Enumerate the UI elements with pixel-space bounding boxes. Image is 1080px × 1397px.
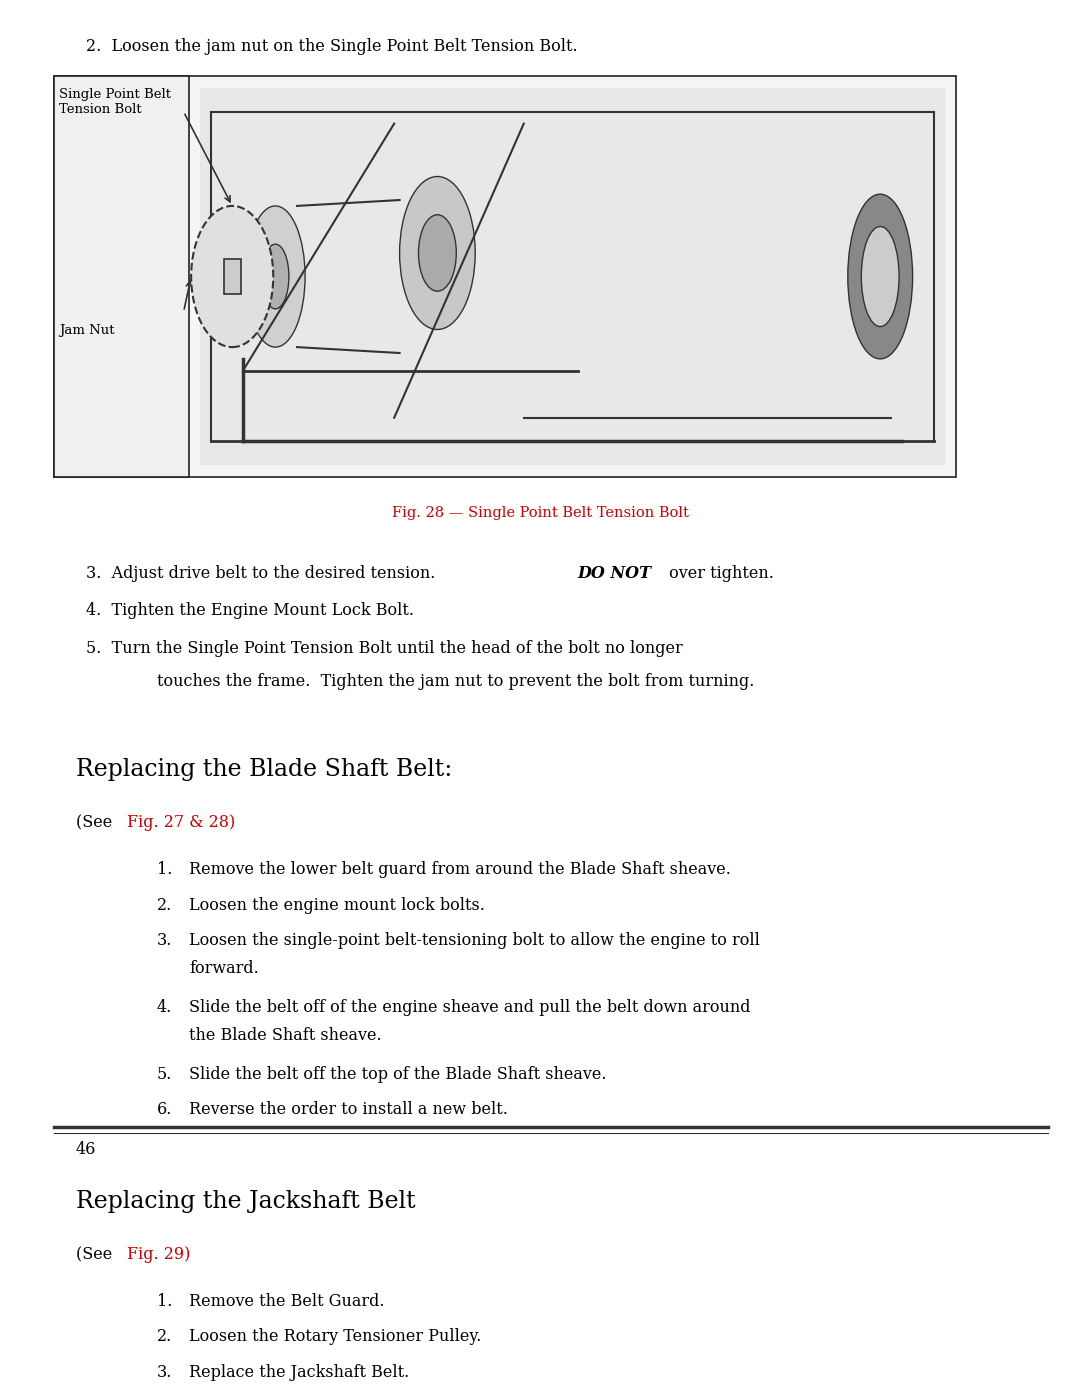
Text: 3.  Adjust drive belt to the desired tension.: 3. Adjust drive belt to the desired tens… [86, 564, 441, 581]
Text: 1.: 1. [157, 862, 172, 879]
Ellipse shape [862, 226, 899, 327]
Text: Slide the belt off of the engine sheave and pull the belt down around: Slide the belt off of the engine sheave … [189, 999, 751, 1016]
Text: Remove the Belt Guard.: Remove the Belt Guard. [189, 1294, 384, 1310]
Text: (See: (See [76, 814, 117, 831]
Text: (See: (See [76, 1246, 117, 1263]
Ellipse shape [246, 205, 305, 346]
Text: 46: 46 [76, 1141, 96, 1158]
Text: Slide the belt off the top of the Blade Shaft sheave.: Slide the belt off the top of the Blade … [189, 1066, 607, 1083]
Text: Loosen the single-point belt-tensioning bolt to allow the engine to roll: Loosen the single-point belt-tensioning … [189, 932, 760, 949]
Text: Jam Nut: Jam Nut [59, 324, 114, 337]
Bar [54, 77, 956, 476]
Text: 2.  Loosen the jam nut on the Single Point Belt Tension Bolt.: 2. Loosen the jam nut on the Single Poin… [86, 38, 578, 54]
Text: the Blade Shaft sheave.: the Blade Shaft sheave. [189, 1027, 381, 1044]
Text: Single Point Belt
Tension Bolt: Single Point Belt Tension Bolt [59, 88, 172, 116]
Text: 2.: 2. [157, 1329, 172, 1345]
Text: 6.: 6. [157, 1101, 172, 1119]
Bar [54, 77, 189, 476]
Text: Fig. 28 — Single Point Belt Tension Bolt: Fig. 28 — Single Point Belt Tension Bolt [392, 506, 688, 520]
Text: 2.: 2. [157, 897, 172, 914]
Text: Reverse the order to install a new belt.: Reverse the order to install a new belt. [189, 1101, 508, 1119]
Text: Replacing the Jackshaft Belt: Replacing the Jackshaft Belt [76, 1190, 415, 1213]
Ellipse shape [848, 194, 913, 359]
Text: Replacing the Blade Shaft Belt:: Replacing the Blade Shaft Belt: [76, 757, 451, 781]
Text: 3.: 3. [157, 932, 172, 949]
Text: touches the frame.  Tighten the jam nut to prevent the bolt from turning.: touches the frame. Tighten the jam nut t… [157, 673, 754, 690]
Ellipse shape [191, 205, 273, 346]
Text: 4.  Tighten the Engine Mount Lock Bolt.: 4. Tighten the Engine Mount Lock Bolt. [86, 602, 415, 619]
Text: Fig. 29): Fig. 29) [127, 1246, 191, 1263]
Text: Remove the lower belt guard from around the Blade Shaft sheave.: Remove the lower belt guard from around … [189, 862, 731, 879]
Text: forward.: forward. [189, 960, 259, 977]
Text: 3.: 3. [157, 1363, 172, 1380]
Text: 5.: 5. [157, 1066, 172, 1083]
Ellipse shape [400, 176, 475, 330]
Text: DO NOT: DO NOT [578, 564, 652, 581]
Text: 5.  Turn the Single Point Tension Bolt until the head of the bolt no longer: 5. Turn the Single Point Tension Bolt un… [86, 640, 684, 657]
Ellipse shape [419, 215, 457, 291]
Text: Loosen the Rotary Tensioner Pulley.: Loosen the Rotary Tensioner Pulley. [189, 1329, 482, 1345]
Text: Fig. 27 & 28): Fig. 27 & 28) [127, 814, 235, 831]
Bar [224, 258, 241, 295]
Bar [200, 88, 945, 465]
Text: over tighten.: over tighten. [664, 564, 774, 581]
Text: 1.: 1. [157, 1294, 172, 1310]
Text: Loosen the engine mount lock bolts.: Loosen the engine mount lock bolts. [189, 897, 485, 914]
Text: 4.: 4. [157, 999, 172, 1016]
Ellipse shape [261, 244, 289, 309]
Text: Replace the Jackshaft Belt.: Replace the Jackshaft Belt. [189, 1363, 409, 1380]
